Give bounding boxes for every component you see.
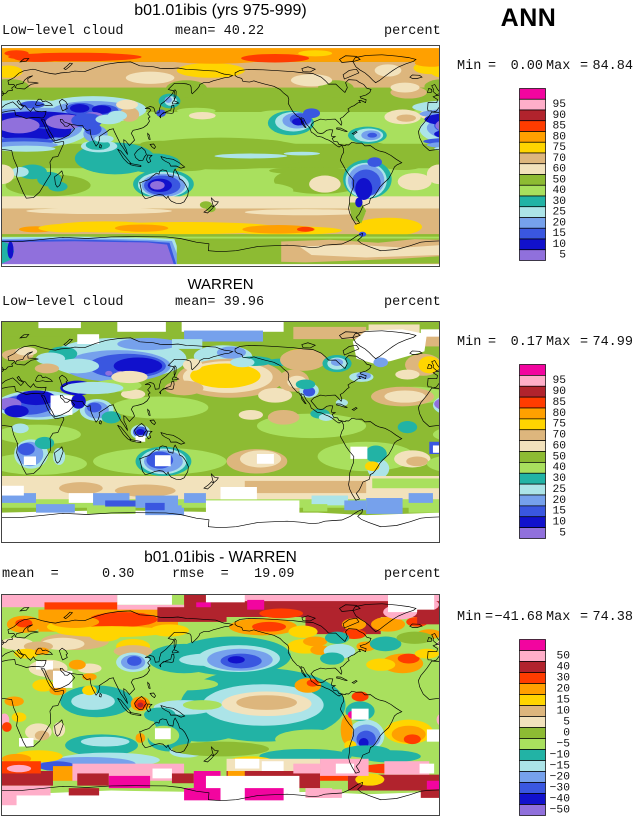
svg-text:−40: −40 — [550, 793, 571, 805]
svg-text:50: 50 — [556, 650, 570, 662]
svg-text:40: 40 — [552, 462, 566, 474]
svg-text:50: 50 — [552, 451, 566, 463]
svg-text:5: 5 — [559, 250, 566, 262]
svg-text:90: 90 — [552, 386, 566, 398]
svg-text:15: 15 — [556, 694, 570, 706]
svg-text:20: 20 — [552, 217, 566, 229]
svg-text:−20: −20 — [550, 771, 571, 783]
svg-text:30: 30 — [556, 672, 570, 684]
svg-text:−30: −30 — [550, 782, 571, 794]
svg-text:10: 10 — [556, 705, 570, 717]
svg-text:0: 0 — [563, 727, 570, 739]
svg-text:70: 70 — [552, 153, 566, 165]
svg-text:5: 5 — [563, 716, 570, 728]
svg-text:25: 25 — [552, 207, 566, 219]
svg-text:10: 10 — [552, 517, 566, 529]
svg-text:75: 75 — [552, 142, 566, 154]
svg-text:15: 15 — [552, 228, 566, 240]
svg-text:80: 80 — [552, 408, 566, 420]
svg-text:60: 60 — [552, 164, 566, 176]
svg-text:30: 30 — [552, 196, 566, 208]
svg-text:−10: −10 — [550, 749, 571, 761]
svg-text:95: 95 — [552, 99, 566, 111]
svg-text:40: 40 — [556, 661, 570, 673]
svg-text:20: 20 — [556, 683, 570, 695]
svg-text:30: 30 — [552, 473, 566, 485]
svg-text:70: 70 — [552, 430, 566, 442]
svg-text:85: 85 — [552, 397, 566, 409]
svg-text:85: 85 — [552, 121, 566, 133]
svg-text:20: 20 — [552, 495, 566, 507]
svg-text:95: 95 — [552, 375, 566, 387]
svg-text:80: 80 — [552, 131, 566, 143]
svg-text:60: 60 — [552, 440, 566, 452]
svg-text:−5: −5 — [556, 738, 570, 750]
svg-text:25: 25 — [552, 484, 566, 496]
svg-text:−15: −15 — [550, 760, 571, 772]
svg-text:75: 75 — [552, 419, 566, 431]
svg-text:10: 10 — [552, 239, 566, 251]
svg-text:90: 90 — [552, 110, 566, 122]
svg-text:5: 5 — [559, 527, 566, 539]
svg-text:40: 40 — [552, 185, 566, 197]
svg-text:15: 15 — [552, 506, 566, 518]
svg-text:−50: −50 — [550, 804, 571, 816]
svg-text:50: 50 — [552, 174, 566, 186]
